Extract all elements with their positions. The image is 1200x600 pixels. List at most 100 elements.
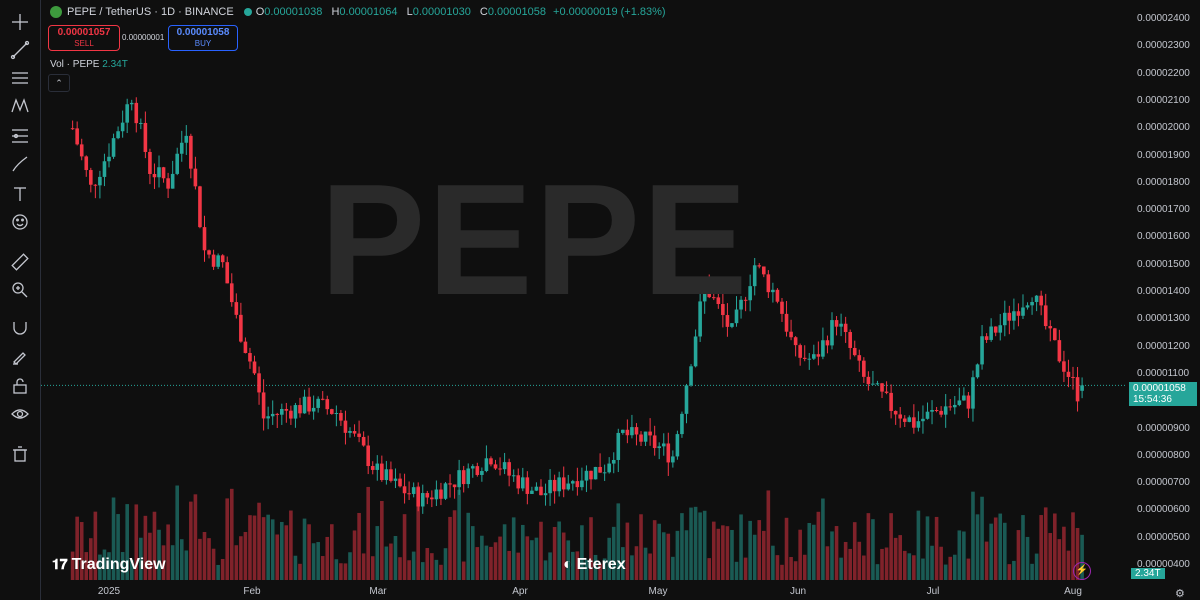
candle — [616, 428, 621, 473]
time-tick: Aug — [1064, 586, 1082, 597]
volume-bar — [352, 530, 357, 580]
volume-bar — [843, 541, 848, 580]
chart-area[interactable] — [41, 0, 1127, 600]
volume-bar — [962, 531, 966, 580]
candle — [639, 431, 643, 446]
volume-bar — [207, 538, 211, 580]
price-tick: 0.00000400 — [1137, 559, 1190, 570]
volume-bar — [630, 555, 634, 580]
price-axis[interactable]: 0.00002400 0.00002300 0.00002200 0.00002100… — [1127, 0, 1200, 600]
volume-bar — [257, 502, 261, 580]
volume-bar — [434, 559, 439, 580]
buy-button[interactable]: 0.00001058 BUY — [168, 25, 238, 51]
volume-bar — [302, 518, 307, 580]
candle — [275, 412, 280, 428]
candle — [598, 453, 602, 473]
candle — [116, 126, 120, 140]
volume-bar — [407, 560, 411, 580]
candle — [316, 396, 320, 413]
volume-bar — [357, 512, 361, 580]
eye-icon[interactable] — [6, 400, 34, 428]
volume-bar — [684, 530, 689, 580]
volume-bar — [525, 536, 530, 580]
candle — [784, 300, 789, 337]
volume-bar — [657, 523, 662, 580]
volume-bar — [943, 564, 948, 580]
candle — [843, 316, 848, 343]
lock-icon[interactable] — [6, 372, 34, 400]
volume-bar — [1080, 534, 1084, 580]
candle — [380, 455, 384, 482]
candle — [489, 456, 493, 467]
sell-button[interactable]: 0.00001057 SELL — [48, 25, 120, 51]
symbol-title[interactable]: PEPE / TetherUS · 1D · BINANCE — [67, 6, 234, 18]
collapse-button[interactable]: ⌃ — [48, 74, 70, 92]
candle — [352, 424, 357, 437]
fib-icon[interactable] — [6, 122, 34, 150]
candle — [420, 484, 425, 514]
volume-bar — [448, 516, 452, 580]
drawing-toolbar — [0, 0, 41, 600]
crosshair-icon[interactable] — [6, 8, 34, 36]
trend-line-icon[interactable] — [6, 36, 34, 64]
volume-bar — [1034, 553, 1039, 580]
volume-bar — [507, 550, 511, 580]
candle — [157, 155, 161, 188]
volume-bar — [925, 516, 930, 580]
candle — [470, 464, 475, 478]
emoji-icon[interactable] — [6, 208, 34, 236]
candle — [675, 430, 680, 460]
brush-icon[interactable] — [6, 150, 34, 178]
horizontal-lines-icon[interactable] — [6, 64, 34, 92]
candle — [261, 379, 266, 431]
text-icon[interactable] — [6, 180, 34, 208]
candle — [725, 303, 730, 337]
candle — [621, 429, 625, 435]
volume-bar — [393, 536, 398, 580]
candle — [98, 170, 102, 199]
volume-bar — [930, 545, 934, 580]
candle — [989, 318, 993, 342]
volume-bar — [566, 540, 571, 580]
volume-bar — [1048, 533, 1053, 580]
candle — [748, 274, 752, 312]
candle — [848, 329, 852, 360]
zoom-icon[interactable] — [6, 276, 34, 304]
volume-bar — [793, 561, 798, 580]
lock-drawing-icon[interactable] — [6, 342, 34, 370]
candle — [370, 461, 375, 475]
volume-bar — [993, 517, 998, 580]
volume-bar — [111, 497, 116, 580]
last-price-tag: 0.00001058 15:54:36 — [1129, 382, 1197, 406]
lightning-icon[interactable]: ⚡ — [1073, 562, 1091, 580]
volume-bar — [316, 542, 320, 580]
price-chart[interactable] — [41, 0, 1127, 600]
candle — [1039, 290, 1043, 316]
volume-bar — [89, 538, 93, 580]
volume-bar — [816, 511, 821, 580]
candle — [1062, 350, 1066, 383]
ruler-icon[interactable] — [6, 248, 34, 276]
magnet-icon[interactable] — [6, 314, 34, 342]
high-value: 0.00001064 — [339, 6, 398, 18]
candle — [757, 263, 762, 269]
gear-icon[interactable]: ⚙ — [1175, 588, 1185, 600]
volume-bar — [702, 510, 707, 580]
price-tick: 0.00002300 — [1137, 40, 1190, 52]
volume-bar — [807, 523, 812, 580]
trash-icon[interactable] — [6, 440, 34, 468]
volume-bar — [689, 507, 693, 580]
candle — [930, 400, 934, 425]
candle — [962, 387, 966, 401]
volume-bar — [1039, 515, 1043, 580]
volume-bar — [730, 529, 734, 580]
volume-bar — [475, 547, 480, 580]
candle — [507, 458, 511, 487]
candle — [243, 337, 248, 354]
sell-price: 0.00001057 — [57, 27, 111, 38]
volume-bar — [880, 548, 884, 580]
volume-bar — [939, 546, 943, 580]
price-tick: 0.00002200 — [1137, 67, 1190, 79]
candle — [780, 298, 784, 322]
pattern-icon[interactable] — [6, 92, 34, 120]
